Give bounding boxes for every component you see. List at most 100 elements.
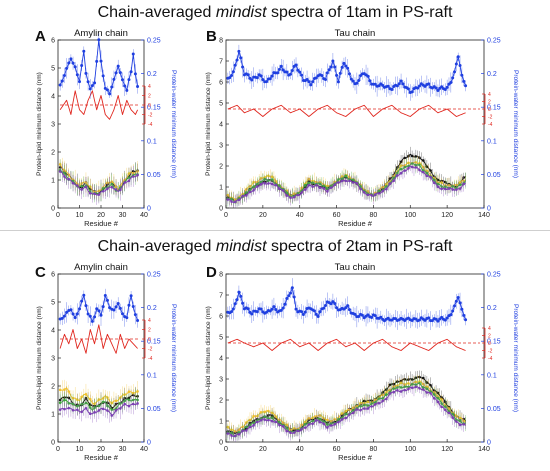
right-y-tick-label: 0.05 xyxy=(487,406,501,413)
water-point xyxy=(335,73,339,77)
water-point xyxy=(327,68,331,72)
lipid-point xyxy=(67,177,71,181)
water-point xyxy=(305,77,309,81)
lipid-point xyxy=(370,405,373,408)
water-point xyxy=(127,78,131,82)
x-tick-label: 40 xyxy=(140,212,148,219)
water-point xyxy=(84,71,88,75)
water-point xyxy=(62,73,66,77)
water-point xyxy=(71,312,75,316)
water-point xyxy=(118,71,122,75)
water-point xyxy=(331,59,335,63)
lipid-point xyxy=(248,190,252,194)
water-point xyxy=(78,307,81,311)
right-y-tick-label: 0.2 xyxy=(147,71,157,78)
water-point xyxy=(436,319,440,323)
left-y-tick-label: 8 xyxy=(219,272,223,279)
water-point xyxy=(231,70,235,74)
lipid-point xyxy=(414,166,418,169)
lipid-point xyxy=(318,420,322,424)
water-point xyxy=(105,88,109,92)
lipid-point xyxy=(421,159,425,162)
lipid-point xyxy=(362,191,366,194)
water-point xyxy=(434,317,438,321)
lipid-point xyxy=(440,405,443,409)
water-point xyxy=(136,319,140,323)
water-point xyxy=(136,85,140,89)
lipid-point xyxy=(256,185,259,188)
water-point xyxy=(320,74,324,78)
lipid-point xyxy=(333,422,337,426)
x-tick-label: 80 xyxy=(370,446,378,453)
water-point xyxy=(434,86,438,90)
diff-tick-label: 4 xyxy=(488,326,491,332)
water-point xyxy=(360,313,364,317)
water-point xyxy=(377,84,381,88)
left-y-tick-label: 4 xyxy=(51,328,55,335)
x-tick-label: 60 xyxy=(333,212,341,219)
lipid-point xyxy=(447,187,451,190)
lipid-point xyxy=(455,420,458,423)
right-y-tick-label: 0.1 xyxy=(147,372,157,379)
water-point xyxy=(445,316,449,320)
figure-title-top-em: mindist xyxy=(215,4,267,21)
lipid-point xyxy=(233,200,237,204)
water-point xyxy=(303,310,307,314)
lipid-point xyxy=(421,388,425,391)
left-y-tick-label: 2 xyxy=(219,398,223,405)
water-point xyxy=(346,66,350,70)
lipid-point xyxy=(377,192,381,195)
water-point xyxy=(239,294,243,298)
water-point xyxy=(351,79,355,83)
lipid-point xyxy=(385,187,388,191)
water-point xyxy=(309,83,313,87)
water-point xyxy=(281,306,285,310)
lipid-point xyxy=(226,432,230,435)
lipid-point xyxy=(67,406,71,410)
water-point xyxy=(80,299,84,303)
water-point xyxy=(246,73,250,77)
lipid-point xyxy=(241,194,244,198)
lipid-point xyxy=(351,411,355,415)
water-point xyxy=(347,72,351,76)
water-point xyxy=(279,308,283,312)
water-point xyxy=(255,76,259,80)
x-axis-label: Residue # xyxy=(84,219,119,228)
lipid-point xyxy=(270,182,274,186)
left-y-tick-label: 3 xyxy=(51,356,55,363)
lipid-point xyxy=(344,179,348,183)
left-y-tick-label: 3 xyxy=(219,143,223,150)
water-point xyxy=(460,307,464,311)
water-point xyxy=(296,68,300,72)
water-point xyxy=(445,85,449,89)
water-point xyxy=(454,299,458,303)
lipid-point xyxy=(136,173,139,177)
diff-tick-label: 0 xyxy=(148,337,151,343)
lipid-point xyxy=(76,184,79,187)
water-point xyxy=(97,38,101,42)
panel-letter-d: D xyxy=(206,264,217,281)
left-y-tick-label: 0 xyxy=(219,206,223,213)
right-y-tick-label: 0.2 xyxy=(487,305,497,312)
right-y-tick-label: 0.1 xyxy=(147,138,157,145)
lipid-point xyxy=(373,193,377,196)
lipid-point xyxy=(256,420,259,424)
water-point xyxy=(121,78,124,82)
diff-tick-label: 2 xyxy=(148,94,151,100)
lipid-point xyxy=(348,413,351,416)
water-point xyxy=(418,84,421,88)
lipid-point xyxy=(458,183,462,187)
water-point xyxy=(110,85,114,89)
x-tick-label: 80 xyxy=(370,212,378,219)
right-y-tick-label: 0.1 xyxy=(487,372,497,379)
lipid-point xyxy=(119,188,122,192)
lipid-point xyxy=(385,393,388,396)
lipid-point xyxy=(315,184,318,187)
water-point xyxy=(386,316,390,320)
water-point xyxy=(105,298,109,302)
lipid-point xyxy=(274,183,278,187)
water-point xyxy=(250,78,254,82)
water-point xyxy=(359,74,363,78)
left-y-tick-label: 5 xyxy=(219,101,223,108)
water-point xyxy=(440,85,444,89)
